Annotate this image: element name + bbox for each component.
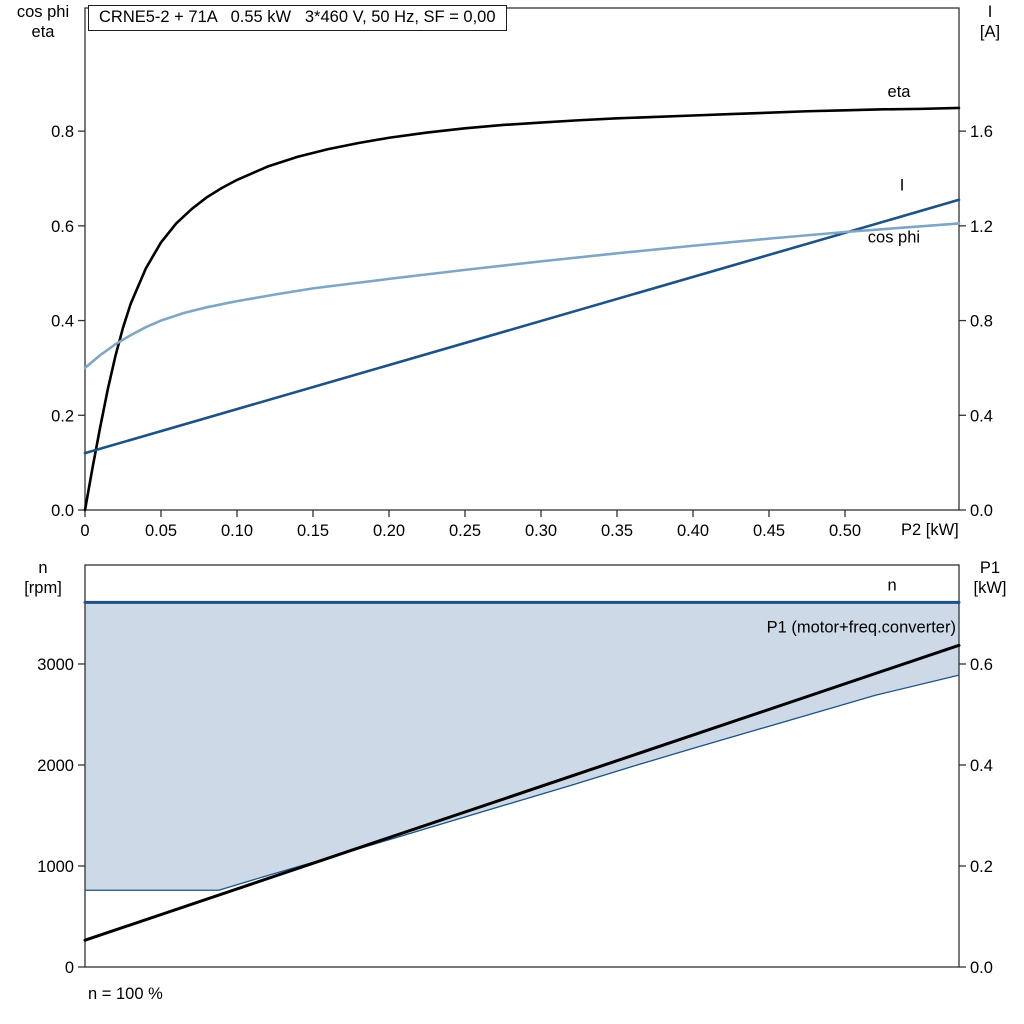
axis-label-rpm-unit: [rpm] <box>24 579 62 597</box>
left-tick-label: 0.6 <box>51 218 74 236</box>
left-tick-label: 0.8 <box>51 123 74 141</box>
x-tick-label: 0.35 <box>601 522 633 540</box>
x-tick-label: 0.45 <box>753 522 785 540</box>
bottom-chart-left-axis-title: n [rpm] <box>4 558 82 598</box>
curve-label-p1-motor-freq-converter-: P1 (motor+freq.converter) <box>767 619 956 637</box>
left-tick-label: 0 <box>65 959 74 977</box>
left-tick-label: 0.0 <box>51 502 74 520</box>
axis-label-eta: eta <box>31 23 55 41</box>
right-tick-label: 0.2 <box>970 858 993 876</box>
axis-label-ampere-unit: [A] <box>979 23 1001 41</box>
right-tick-label: 0.4 <box>970 757 993 775</box>
axis-label-speed: n <box>38 559 48 577</box>
x-tick-label: 0.20 <box>373 522 405 540</box>
curve-label-n: n <box>888 576 897 594</box>
x-tick-label: 0.40 <box>677 522 709 540</box>
axis-label-current: I <box>987 3 993 21</box>
left-tick-label: 3000 <box>37 656 74 674</box>
chart-title-box: CRNE5-2 + 71A 0.55 kW 3*460 V, 50 Hz, SF… <box>88 5 507 31</box>
curve-label-eta: eta <box>888 83 912 101</box>
right-tick-label: 0.0 <box>970 959 993 977</box>
top-chart-left-axis-title: cos phi eta <box>4 2 82 42</box>
curve-p1-motor-freq-converter- <box>83 643 961 942</box>
x-axis-label-p2: P2 [kW] <box>901 521 959 539</box>
x-tick-label: 0.50 <box>829 522 861 540</box>
x-tick-label: 0.10 <box>221 522 253 540</box>
axis-label-kw-unit: [kW] <box>973 579 1007 597</box>
right-tick-label: 1.6 <box>970 123 993 141</box>
speed-range-fill <box>85 602 959 891</box>
bottom-chart-right-axis-title: P1 [kW] <box>960 558 1020 598</box>
right-tick-label: 0.0 <box>970 502 993 520</box>
left-tick-label: 1000 <box>37 858 74 876</box>
x-tick-label: 0 <box>80 522 89 540</box>
plot-frame <box>84 564 960 968</box>
x-tick-label: 0.30 <box>525 522 557 540</box>
left-tick-label: 0.2 <box>51 407 74 425</box>
x-tick-label: 0.05 <box>145 522 177 540</box>
axis-label-cos-phi: cos phi <box>16 3 70 21</box>
left-tick-label: 0.4 <box>51 313 74 331</box>
right-tick-label: 0.8 <box>970 313 993 331</box>
right-tick-label: 0.6 <box>970 656 993 674</box>
right-tick-label: 1.2 <box>970 218 993 236</box>
curve-label-i: I <box>900 176 905 194</box>
x-tick-label: 0.25 <box>449 522 481 540</box>
x-tick-label: 0.15 <box>297 522 329 540</box>
left-tick-label: 2000 <box>37 757 74 775</box>
top-chart-right-axis-title: I [A] <box>962 2 1018 42</box>
plot-frame <box>84 7 960 511</box>
curve-eta <box>83 106 961 512</box>
curve-cos-phi <box>83 222 961 370</box>
right-tick-label: 0.4 <box>970 407 993 425</box>
speed-footnote: n = 100 % <box>88 985 163 1003</box>
curve-label-cos-phi: cos phi <box>868 228 920 246</box>
curve-i <box>83 198 961 455</box>
axis-label-p1: P1 <box>979 559 1001 577</box>
curve-n-min <box>84 674 960 891</box>
